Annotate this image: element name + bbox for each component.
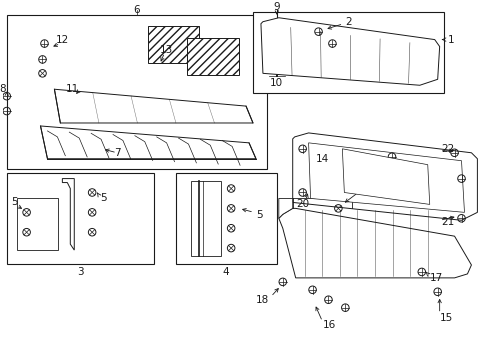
- Text: 5: 5: [100, 193, 107, 203]
- Text: 17: 17: [430, 273, 443, 283]
- Polygon shape: [309, 143, 465, 212]
- Bar: [17, 198, 58, 250]
- Text: 7: 7: [114, 148, 120, 158]
- Polygon shape: [279, 198, 293, 218]
- Text: 14: 14: [316, 154, 329, 164]
- Polygon shape: [343, 149, 430, 204]
- Polygon shape: [41, 126, 256, 159]
- Text: 6: 6: [133, 5, 140, 15]
- Polygon shape: [293, 133, 477, 220]
- Text: 20: 20: [296, 199, 309, 210]
- Polygon shape: [261, 18, 440, 85]
- Polygon shape: [54, 89, 253, 123]
- Text: 3: 3: [77, 267, 83, 277]
- Text: 12: 12: [56, 35, 69, 45]
- Bar: [175, 173, 277, 264]
- Text: 16: 16: [322, 320, 336, 329]
- Text: 15: 15: [440, 312, 453, 323]
- Text: 11: 11: [66, 84, 79, 94]
- Polygon shape: [62, 179, 74, 250]
- Bar: [253, 12, 443, 93]
- Polygon shape: [279, 208, 471, 278]
- Text: 13: 13: [160, 45, 173, 54]
- Text: 10: 10: [270, 78, 283, 88]
- Text: 2: 2: [345, 17, 352, 27]
- Text: 5: 5: [11, 197, 17, 207]
- Bar: [148, 26, 199, 63]
- Bar: [188, 37, 239, 75]
- Text: 19: 19: [360, 184, 373, 194]
- Text: 9: 9: [273, 2, 280, 12]
- Text: 5: 5: [256, 210, 263, 220]
- Text: 8: 8: [0, 84, 6, 94]
- Bar: [192, 181, 221, 256]
- Bar: [7, 15, 267, 169]
- Text: 18: 18: [256, 295, 269, 305]
- Text: 1: 1: [447, 35, 454, 45]
- Text: 21: 21: [441, 217, 455, 227]
- Bar: [7, 173, 154, 264]
- Text: 4: 4: [223, 267, 229, 277]
- Text: 22: 22: [441, 144, 455, 154]
